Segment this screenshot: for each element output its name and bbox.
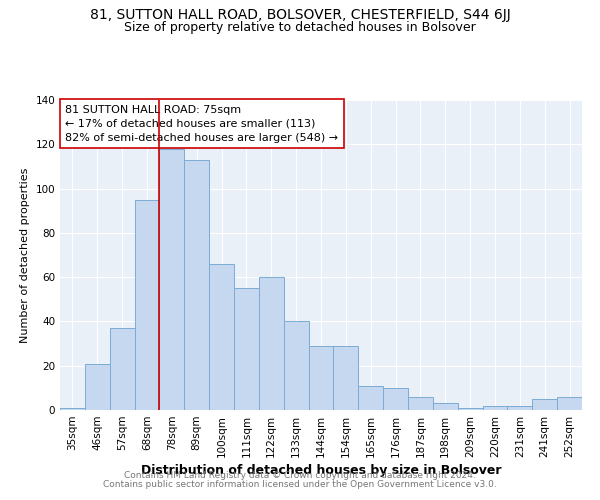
Bar bbox=[532, 399, 557, 410]
Bar bbox=[458, 408, 482, 410]
Bar bbox=[334, 346, 358, 410]
Bar bbox=[308, 346, 334, 410]
Bar bbox=[184, 160, 209, 410]
Bar bbox=[85, 364, 110, 410]
Bar bbox=[60, 408, 85, 410]
Bar bbox=[234, 288, 259, 410]
Bar bbox=[209, 264, 234, 410]
Bar bbox=[259, 277, 284, 410]
Bar bbox=[284, 322, 308, 410]
Bar bbox=[508, 406, 532, 410]
Bar bbox=[433, 404, 458, 410]
Bar bbox=[358, 386, 383, 410]
Bar bbox=[557, 396, 582, 410]
Bar bbox=[134, 200, 160, 410]
Text: 81, SUTTON HALL ROAD, BOLSOVER, CHESTERFIELD, S44 6JJ: 81, SUTTON HALL ROAD, BOLSOVER, CHESTERF… bbox=[89, 8, 511, 22]
Bar bbox=[160, 148, 184, 410]
Text: 81 SUTTON HALL ROAD: 75sqm
← 17% of detached houses are smaller (113)
82% of sem: 81 SUTTON HALL ROAD: 75sqm ← 17% of deta… bbox=[65, 104, 338, 142]
Bar bbox=[383, 388, 408, 410]
Bar bbox=[482, 406, 508, 410]
Bar bbox=[110, 328, 134, 410]
Y-axis label: Number of detached properties: Number of detached properties bbox=[20, 168, 30, 342]
Text: Contains public sector information licensed under the Open Government Licence v3: Contains public sector information licen… bbox=[103, 480, 497, 489]
Text: Size of property relative to detached houses in Bolsover: Size of property relative to detached ho… bbox=[124, 22, 476, 35]
Bar bbox=[408, 396, 433, 410]
Text: Contains HM Land Registry data © Crown copyright and database right 2024.: Contains HM Land Registry data © Crown c… bbox=[124, 471, 476, 480]
X-axis label: Distribution of detached houses by size in Bolsover: Distribution of detached houses by size … bbox=[141, 464, 501, 477]
